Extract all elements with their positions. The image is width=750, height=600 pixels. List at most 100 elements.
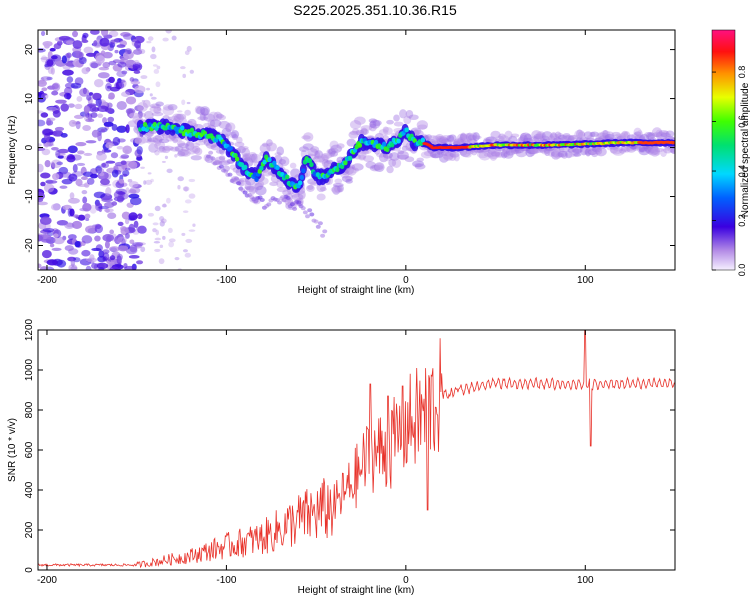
spectrogram-cell bbox=[129, 77, 135, 82]
spectrogram-cell bbox=[49, 47, 56, 52]
spectrogram-cell bbox=[84, 213, 91, 219]
spectrogram-cell bbox=[188, 229, 196, 232]
spectrogram-cell bbox=[306, 184, 315, 192]
spectrogram-cell bbox=[638, 145, 646, 153]
spectrogram-cell bbox=[110, 39, 116, 45]
spectrogram-cell bbox=[514, 147, 524, 154]
spectrogram-cell bbox=[441, 150, 452, 157]
spectrogram-cell bbox=[38, 147, 46, 151]
spectrogram-cell bbox=[94, 224, 104, 234]
spectrogram-cell bbox=[155, 101, 164, 107]
spectrogram-cell bbox=[136, 260, 144, 265]
spectrogram-cell bbox=[128, 255, 140, 259]
spectrogram-cell bbox=[547, 151, 556, 157]
spectrogram-cell bbox=[150, 53, 157, 60]
spectrogram-cell bbox=[369, 120, 377, 128]
spectrogram-cell bbox=[77, 214, 86, 221]
spectrogram-cell bbox=[148, 143, 159, 153]
spectrogram-cell bbox=[155, 104, 159, 107]
spectrogram-cell bbox=[397, 150, 409, 161]
colorbar-label: Normalized spectral amplitude bbox=[740, 82, 750, 217]
spectrogram-cell bbox=[613, 146, 624, 152]
spectrogram-cell bbox=[402, 138, 409, 148]
spectrogram-cell bbox=[543, 146, 551, 157]
spectrogram-cell bbox=[494, 146, 502, 157]
spectrogram-cell bbox=[266, 202, 272, 207]
spectrogram-cell bbox=[51, 90, 59, 96]
spectrogram-cell bbox=[114, 49, 119, 54]
spectrogram-cell bbox=[96, 152, 107, 161]
spectrogram-cell bbox=[369, 119, 381, 129]
spectrogram-cell bbox=[462, 133, 473, 143]
spectrogram-cell bbox=[296, 200, 302, 205]
spectrogram-cell bbox=[404, 156, 415, 163]
spectrogram-cell bbox=[373, 162, 385, 173]
spectrogram-cell bbox=[326, 159, 334, 165]
spectrogram-cell bbox=[77, 150, 85, 155]
spectrogram-cell bbox=[252, 172, 258, 178]
spectrogram-cell bbox=[75, 51, 84, 59]
spectrogram-cell bbox=[38, 48, 46, 53]
spectrogram-cell bbox=[55, 152, 66, 156]
snr-x-ticks: -200 -100 0 100 bbox=[37, 330, 594, 586]
spectrogram-cell bbox=[299, 146, 309, 153]
spectrogram-cell bbox=[565, 150, 573, 159]
spectrogram-cell bbox=[254, 182, 263, 191]
spectrogram-cell bbox=[242, 190, 248, 195]
spectrogram-cell bbox=[182, 186, 190, 192]
spectrogram-cell bbox=[41, 87, 48, 92]
spectrogram-cell bbox=[278, 158, 286, 165]
spectrogram-cell bbox=[86, 103, 97, 107]
spectrogram-cell bbox=[569, 134, 577, 140]
spectrogram-cell bbox=[72, 164, 78, 173]
spectrogram-cell bbox=[83, 46, 94, 54]
spectrogram-cell bbox=[129, 244, 138, 253]
spectrogram-cell bbox=[314, 150, 324, 159]
spectrogram-cell bbox=[137, 105, 144, 112]
spectrogram-cell bbox=[623, 147, 631, 153]
spectrogram-cell bbox=[412, 160, 424, 168]
spectrogram-cell bbox=[42, 228, 55, 233]
spectrogram-cell bbox=[243, 164, 248, 170]
spectrogram-cell bbox=[609, 146, 619, 154]
spectrogram-cell bbox=[83, 105, 91, 114]
x-tick-label: 0 bbox=[403, 575, 409, 586]
spectrogram-cell bbox=[104, 172, 112, 180]
spectrogram-cell bbox=[597, 132, 610, 139]
spectrogram-cell bbox=[102, 51, 113, 59]
spectrogram-cell bbox=[244, 153, 252, 161]
spectrogram-cell bbox=[89, 254, 95, 262]
spectrogram-cell bbox=[320, 233, 326, 238]
spectrogram-cell bbox=[237, 146, 246, 154]
spectrogram-cell bbox=[187, 118, 197, 127]
spectrogram-cell bbox=[414, 163, 426, 170]
spectrogram-cell bbox=[317, 221, 323, 226]
spectrogram-cell bbox=[266, 139, 273, 147]
spectrogram-cell bbox=[180, 66, 186, 70]
x-tick-label: 0 bbox=[403, 275, 409, 286]
spectrogram-cell bbox=[553, 149, 563, 159]
spectrogram-cell bbox=[168, 238, 176, 243]
spectrogram-cell bbox=[184, 50, 190, 56]
spectrogram-cell bbox=[357, 150, 367, 160]
spectrogram-cell bbox=[241, 147, 251, 158]
spectrogram-cell bbox=[81, 39, 89, 44]
spectrogram-cell bbox=[155, 81, 161, 88]
spectrogram-cell bbox=[318, 154, 329, 164]
spectrogram-cell bbox=[162, 37, 169, 42]
spectrogram-cell bbox=[372, 119, 382, 126]
spectrogram-cell bbox=[289, 202, 295, 207]
spectrogram-cell bbox=[218, 164, 224, 169]
spectrogram-cell bbox=[166, 168, 173, 174]
spectrogram-cell bbox=[177, 143, 190, 148]
spectrogram-cell bbox=[85, 225, 97, 234]
spectrogram-cell bbox=[359, 150, 370, 155]
spectrogram-cell bbox=[636, 130, 643, 139]
spectrogram-cell bbox=[585, 147, 592, 157]
spectrogram-cell bbox=[302, 210, 308, 215]
spectrogram-cell bbox=[138, 48, 146, 55]
spectrogram-cell bbox=[307, 158, 313, 164]
spectrogram-cell bbox=[218, 114, 227, 121]
spectrogram-cell bbox=[38, 119, 46, 127]
spectrogram-cell bbox=[125, 96, 137, 105]
